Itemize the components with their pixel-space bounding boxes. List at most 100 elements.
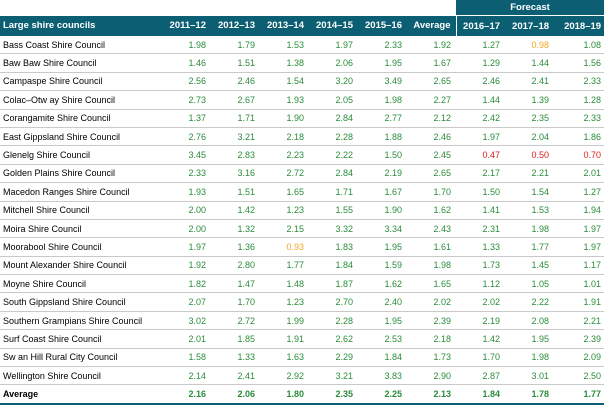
- table-cell: 1.88: [358, 127, 407, 147]
- table-cell: 2.08: [505, 311, 555, 331]
- table-cell: 2.50: [554, 366, 604, 386]
- council-name: Colac–Otw ay Shire Council: [0, 90, 162, 110]
- table-cell: 2.19: [358, 164, 407, 184]
- council-name: Golden Plains Shire Council: [0, 164, 162, 184]
- table-cell: 1.32: [211, 219, 260, 239]
- table-cell: 1.71: [309, 182, 358, 202]
- table-cell: 1.56: [554, 53, 604, 73]
- table-cell: 1.97: [456, 127, 506, 147]
- table-row: Campaspe Shire Council 2.56 2.46 1.54 3.20 3.…: [0, 72, 604, 92]
- table-cell: 2.90: [407, 366, 457, 386]
- table-cell: 1.95: [358, 311, 407, 331]
- table-row: Mitchell Shire Council 2.00 1.42 1.23 1.55 1.…: [0, 201, 604, 220]
- table-cell: 2.33: [162, 164, 211, 184]
- column-header: 2015–16: [358, 15, 407, 36]
- table-cell: 2.22: [309, 145, 358, 165]
- table-cell: 0.47: [456, 145, 506, 165]
- table-cell: 1.58: [162, 348, 211, 368]
- council-name: Southern Grampians Shire Council: [0, 311, 162, 331]
- column-header-council: Large shire councils: [0, 15, 162, 36]
- table-cell: 1.62: [358, 274, 407, 294]
- table-cell: 2.72: [260, 164, 309, 184]
- table-cell: 2.84: [309, 164, 358, 184]
- table-cell: 1.73: [456, 256, 506, 276]
- column-header-forecast: 2016–17: [455, 15, 506, 36]
- table-cell: 2.77: [358, 109, 407, 128]
- average-label: Average: [0, 384, 162, 405]
- column-header: 2014–15: [309, 15, 358, 36]
- table-cell: 2.39: [554, 329, 604, 349]
- table-cell: 1.84: [309, 256, 358, 276]
- table-cell: 1.08: [554, 36, 604, 55]
- table-row: East Gippsland Shire Council 2.76 3.21 2.18…: [0, 127, 604, 147]
- table-cell: 2.46: [456, 72, 506, 92]
- table-cell: 2.31: [456, 219, 506, 239]
- forecast-label: Forecast: [456, 0, 604, 16]
- table-cell: 1.95: [358, 53, 407, 73]
- table-cell: 3.02: [162, 311, 211, 331]
- council-name: Mitchell Shire Council: [0, 201, 162, 220]
- council-name: East Gippsland Shire Council: [0, 127, 162, 147]
- table-cell: 2.17: [456, 164, 506, 184]
- table-cell: 1.97: [162, 237, 211, 257]
- table-cell: 1.53: [505, 201, 555, 220]
- council-name: Moyne Shire Council: [0, 274, 162, 294]
- table-cell: 1.87: [309, 274, 358, 294]
- table-cell: 1.79: [211, 36, 260, 55]
- column-header-forecast: 2017–18: [505, 15, 555, 36]
- table-cell: 1.97: [554, 237, 604, 257]
- table-cell: 1.55: [309, 201, 358, 220]
- table-cell: 1.92: [407, 36, 457, 55]
- table-cell: 1.98: [358, 90, 407, 110]
- table-cell: 2.28: [309, 311, 358, 331]
- table-cell: 1.01: [554, 274, 604, 294]
- table-cell: 2.33: [554, 109, 604, 128]
- table-cell: 2.84: [309, 109, 358, 128]
- table-cell: 1.67: [407, 53, 457, 73]
- table-cell: 2.76: [162, 127, 211, 147]
- table-cell: 3.01: [505, 366, 555, 386]
- table-cell: 1.71: [211, 109, 260, 128]
- council-name: Mount Alexander Shire Council: [0, 256, 162, 276]
- table-cell: 1.51: [211, 53, 260, 73]
- table-cell: 2.25: [358, 384, 407, 405]
- table-cell: 1.97: [309, 36, 358, 55]
- council-name: Bass Coast Shire Council: [0, 36, 162, 55]
- table-cell: 3.32: [309, 219, 358, 239]
- column-header: 2012–13: [211, 15, 260, 36]
- table-cell: 2.43: [407, 219, 457, 239]
- table-cell: 1.53: [260, 36, 309, 55]
- table-row: Moyne Shire Council 1.82 1.47 1.48 1.87 1.62 1…: [0, 274, 604, 294]
- table-cell: 1.91: [260, 329, 309, 349]
- table-cell: 2.45: [407, 145, 457, 165]
- table-cell: 3.34: [358, 219, 407, 239]
- table-cell: 2.12: [407, 109, 457, 128]
- table-cell: 1.91: [554, 292, 604, 312]
- table-cell: 1.84: [456, 384, 506, 405]
- table-cell: 2.65: [407, 164, 457, 184]
- table-row: Golden Plains Shire Council 2.33 3.16 2.72 2…: [0, 164, 604, 184]
- table-cell: 1.41: [456, 201, 506, 220]
- council-name: South Gippsland Shire Council: [0, 292, 162, 312]
- table-cell: 2.06: [309, 53, 358, 73]
- table-cell: 1.50: [358, 145, 407, 165]
- table-cell: 1.46: [162, 53, 211, 73]
- table-row: Moorabool Shire Council 1.97 1.36 0.93 1.83 1…: [0, 237, 604, 257]
- column-header: 2013–14: [260, 15, 309, 36]
- forecast-header-row: Forecast: [0, 0, 604, 16]
- table-cell: 1.98: [407, 256, 457, 276]
- table-row: Sw an Hill Rural City Council 1.58 1.33 1.6…: [0, 348, 604, 368]
- table-cell: 1.39: [505, 90, 555, 110]
- table-row: Glenelg Shire Council 3.45 2.83 2.23 2.22 1.5…: [0, 145, 604, 165]
- table-cell: 2.18: [260, 127, 309, 147]
- table-cell: 1.73: [407, 348, 457, 368]
- table-cell: 1.67: [358, 182, 407, 202]
- table-cell: 2.00: [162, 219, 211, 239]
- table-cell: 2.16: [162, 384, 211, 405]
- table-cell: 1.27: [456, 36, 506, 55]
- table-cell: 1.90: [358, 201, 407, 220]
- column-header-row: Large shire councils 2011–12 2012–13 201…: [0, 15, 604, 36]
- table-cell: 1.42: [456, 329, 506, 349]
- table-cell: 1.84: [358, 348, 407, 368]
